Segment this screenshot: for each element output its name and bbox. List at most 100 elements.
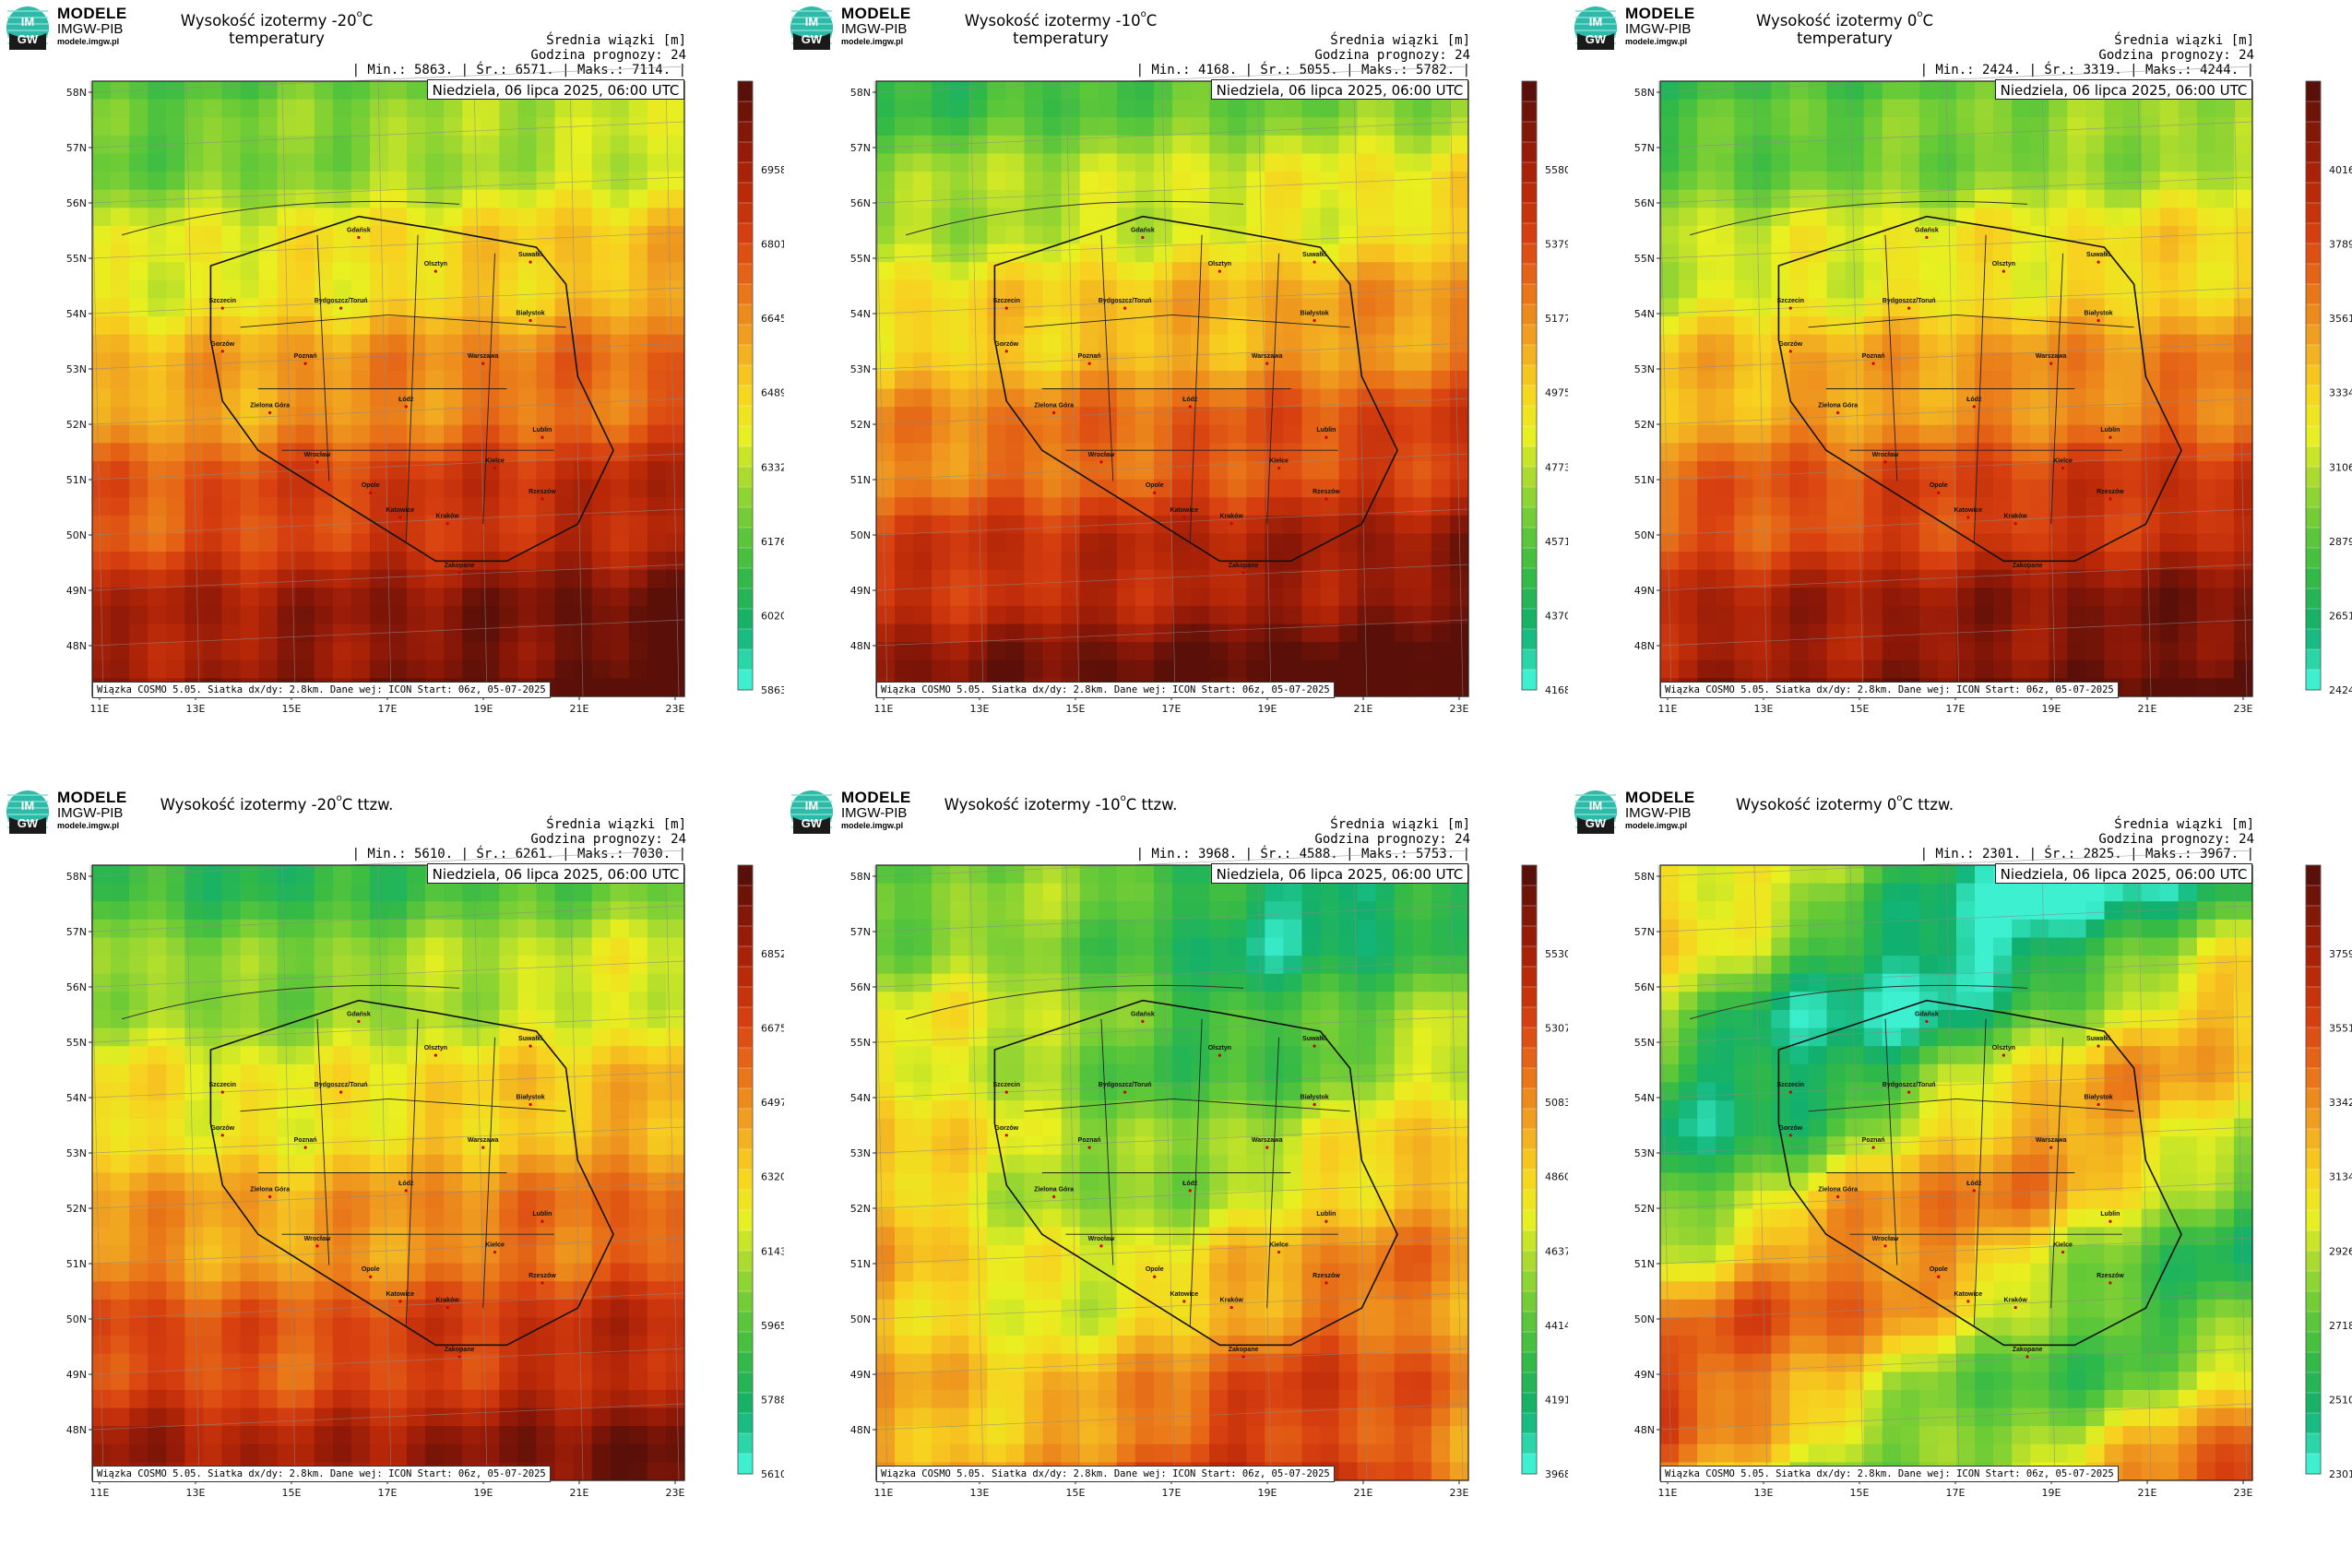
city-labels: Gdańsk Olsztyn Suwałki Szczecin Bydgoszcz/To… <box>208 227 556 575</box>
colorbar-tick-label: 6020 <box>761 610 784 622</box>
city-label: Warszawa <box>2036 353 2067 360</box>
stats-header: Średnia wiązki [m] Godzina prognozy: 24 | … <box>1136 817 1470 861</box>
city-label: Gorzów <box>994 1125 1018 1132</box>
city-label: Łódź <box>1966 1181 1982 1187</box>
city-label: Suwałki <box>1302 1036 1326 1042</box>
stats-unit: Średnia wiązki [m] <box>2114 33 2254 48</box>
forecast-panel: IM GW MODELE IMGW-PIB modele.imgw.pl Wysokość… <box>784 0 1568 784</box>
city-label: Łódź <box>1182 397 1198 403</box>
model-info-footer: Wiązka COSMO 5.05. Siatka dx/dy: 2.8km. … <box>92 1466 551 1482</box>
colorbar: 5530 5307 5083 4860 4637 4414 4191 3968 <box>1521 864 1568 1480</box>
city-label: Opole <box>1146 1266 1164 1273</box>
lat-tick-label: 51N <box>1634 474 1655 486</box>
colorbar-tick-label: 2879 <box>2329 536 2352 548</box>
city-label: Zakopane <box>1229 563 1259 569</box>
colorbar: 4016 3789 3561 3334 3106 2879 2651 2424 <box>2305 80 2352 696</box>
lat-tick-label: 48N <box>66 640 87 652</box>
colorbar-tick-label: 3342 <box>2329 1097 2352 1109</box>
city-label: Łódź <box>398 397 414 403</box>
lon-tick-label: 19E <box>2042 703 2061 715</box>
city-label: Kielce <box>1269 1242 1289 1249</box>
lat-tick-label: 53N <box>850 363 871 375</box>
city-label: Kraków <box>2004 514 2028 520</box>
city-label: Warszawa <box>1252 1137 1283 1144</box>
lon-tick-label: 17E <box>1946 1487 1966 1499</box>
stats-unit: Średnia wiązki [m] <box>2114 817 2254 832</box>
field-layer <box>1660 81 2253 697</box>
city-label: Poznań <box>1862 1137 1885 1144</box>
lat-tick-label: 55N <box>850 253 871 265</box>
lat-tick-label: 50N <box>1634 529 1655 541</box>
colorbar-tick-label: 5580 <box>1545 164 1568 176</box>
lon-tick-label: 19E <box>1258 1487 1277 1499</box>
stats-values: | Min.: 5863. | Śr.: 6571. | Maks.: 7114… <box>351 63 686 77</box>
brand-org: IMGW-PIB <box>1625 21 1692 37</box>
colorbar-tick-label: 4370 <box>1545 610 1568 622</box>
city-labels: Gdańsk Olsztyn Suwałki Szczecin Bydgoszcz/To… <box>992 227 1340 575</box>
city-label: Zielona Góra <box>1034 403 1074 410</box>
brand-name: MODELE <box>841 789 911 806</box>
city-label: Poznań <box>294 1137 317 1144</box>
lat-tick-label: 52N <box>1634 419 1655 431</box>
forecast-hour: Godzina prognozy: 24 <box>2098 832 2254 847</box>
colorbar-tick-label: 6801 <box>761 239 784 251</box>
lat-tick-label: 51N <box>66 474 87 486</box>
model-info-footer: Wiązka COSMO 5.05. Siatka dx/dy: 2.8km. … <box>1660 1466 2119 1482</box>
panel-title: Wysokość izotermy -10oC temperatury <box>964 9 1158 47</box>
lat-tick-label: 57N <box>850 142 871 154</box>
lat-tick-label: 50N <box>850 529 871 541</box>
city-label: Zakopane <box>2013 1347 2043 1353</box>
lat-tick-label: 58N <box>66 87 87 99</box>
city-label: Gdańsk <box>1131 227 1155 233</box>
lat-tick-label: 52N <box>850 419 871 431</box>
lon-tick-label: 15E <box>1066 1487 1086 1499</box>
colorbar-tick-label: 6320 <box>761 1171 784 1183</box>
city-label: Opole <box>362 1266 380 1273</box>
forecast-panel: IM GW MODELE IMGW-PIB modele.imgw.pl Wysokość… <box>0 784 784 1568</box>
colorbar-tick-label: 4016 <box>2329 164 2352 176</box>
colorbar-tick-label: 4191 <box>1545 1394 1568 1406</box>
colorbar-tick-label: 2510 <box>2329 1394 2352 1406</box>
colorbar-tick-label: 3106 <box>2329 461 2352 473</box>
model-info-footer: Wiązka COSMO 5.05. Siatka dx/dy: 2.8km. … <box>1660 682 2119 698</box>
city-label: Białystok <box>2085 1094 2113 1100</box>
lat-tick-label: 55N <box>1634 253 1655 265</box>
forecast-panel: IM GW MODELE IMGW-PIB modele.imgw.pl Wysokość… <box>1568 0 2352 784</box>
lon-tick-label: 21E <box>2138 1487 2157 1499</box>
isotherm-map: Gdańsk Olsztyn Suwałki Szczecin Bydgoszcz/To… <box>850 849 1568 1499</box>
stats-unit: Średnia wiązki [m] <box>1330 33 1470 48</box>
lon-tick-label: 23E <box>666 1487 685 1499</box>
brand-url: modele.imgw.pl <box>57 37 120 46</box>
lon-tick-label: 17E <box>378 1487 398 1499</box>
colorbar-tick-label: 5965 <box>761 1320 784 1332</box>
colorbar-tick-label: 6143 <box>761 1245 784 1257</box>
city-label: Bydgoszcz/Toruń <box>1883 298 1936 304</box>
city-labels: Gdańsk Olsztyn Suwałki Szczecin Bydgoszcz/To… <box>1776 1011 2124 1359</box>
svg-text:GW: GW <box>802 32 823 46</box>
lon-tick-label: 21E <box>570 703 589 715</box>
svg-text:GW: GW <box>1586 32 1607 46</box>
imgw-logo-icon: IMGW <box>1574 790 1617 834</box>
graticule <box>89 65 685 697</box>
lon-tick-label: 17E <box>1162 1487 1182 1499</box>
city-label: Zielona Góra <box>1818 403 1858 410</box>
lon-tick-label: 13E <box>970 1487 990 1499</box>
city-label: Lublin <box>2100 1211 2120 1218</box>
brand-org: IMGW-PIB <box>57 805 124 821</box>
field-layer <box>876 81 1469 697</box>
region-borders <box>240 1018 566 1327</box>
city-label: Lublin <box>532 1211 552 1218</box>
lon-tick-label: 11E <box>90 703 110 715</box>
lat-tick-label: 54N <box>850 1092 871 1104</box>
city-label: Bydgoszcz/Toruń <box>315 1082 368 1088</box>
region-borders <box>240 234 566 543</box>
city-label: Rzeszów <box>1313 489 1340 495</box>
panel-title: Wysokość izotermy 0oC ttzw. <box>1735 793 1954 814</box>
brand: MODELE IMGW-PIB modele.imgw.pl <box>1625 790 1695 830</box>
lon-tick-label: 17E <box>1162 703 1182 715</box>
lon-tick-label: 15E <box>282 1487 302 1499</box>
valid-time-box: Niedziela, 06 lipca 2025, 06:00 UTC <box>1995 863 2252 884</box>
lat-tick-label: 55N <box>1634 1037 1655 1049</box>
city-label: Kielce <box>2053 458 2073 465</box>
city-label: Kraków <box>1220 514 1244 520</box>
